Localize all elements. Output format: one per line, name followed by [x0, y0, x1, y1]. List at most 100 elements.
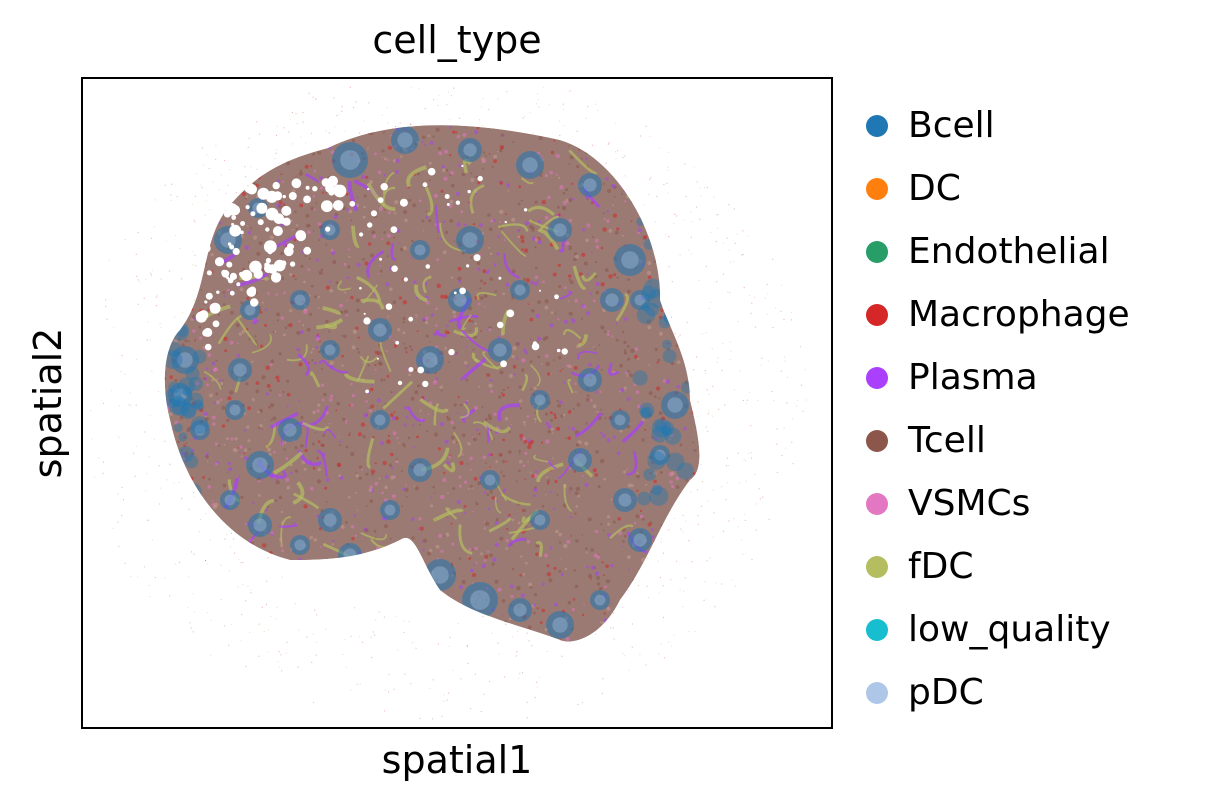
faint-cell-dot: [516, 651, 518, 653]
streak: [507, 537, 527, 548]
cell-dot: [392, 475, 396, 479]
faint-cell-dot: [607, 143, 609, 145]
cell-dot: [641, 246, 643, 248]
faint-cell-dot: [370, 636, 372, 638]
faint-cell-dot: [674, 332, 676, 334]
cell-dot: [488, 328, 492, 332]
cell-dot: [405, 484, 408, 487]
cell-dot: [510, 423, 513, 426]
cell-dot: [404, 487, 409, 492]
cell-dot: [544, 553, 549, 558]
faint-cell-dot: [192, 250, 194, 252]
cell-dot: [194, 339, 197, 342]
cell-dot: [181, 452, 185, 456]
cell-dot: [358, 465, 363, 469]
cell-dot: [475, 192, 477, 195]
cell-dot: [602, 212, 605, 215]
cell-dot: [432, 381, 438, 386]
faint-cell-dot: [235, 192, 237, 194]
cell-dot: [243, 452, 246, 454]
gap: [504, 220, 507, 224]
bcell-follicle: [391, 126, 419, 154]
streak: [414, 284, 428, 303]
streak: [310, 371, 321, 388]
cell-dot: [508, 373, 513, 378]
cell-dot: [585, 551, 588, 554]
faint-cell-dot: [153, 226, 155, 228]
faint-cell-dot: [536, 687, 538, 689]
faint-cell-dot: [802, 410, 804, 412]
cell-dot: [346, 208, 350, 212]
cell-dot: [244, 245, 249, 250]
cell-dot: [314, 295, 317, 299]
faint-cell-dot: [441, 715, 443, 717]
cell-dot: [352, 329, 357, 334]
cell-dot: [398, 296, 403, 300]
cell-dot: [315, 345, 319, 349]
cell-dot: [393, 411, 396, 414]
bcell-follicle-center: [224, 494, 236, 506]
cell-dot: [217, 313, 221, 316]
cell-dot: [616, 227, 620, 231]
cell-dot: [625, 371, 628, 374]
cell-dot: [557, 205, 560, 209]
cell-dot: [533, 386, 537, 390]
faint-cell-dot: [292, 143, 294, 145]
cell-dot: [316, 337, 321, 341]
cell-dot: [450, 183, 455, 188]
legend-label: Macrophage: [908, 293, 1130, 335]
faint-cell-dot: [561, 655, 563, 657]
faint-cell-dot: [362, 641, 364, 644]
cell-dot: [222, 379, 225, 382]
tissue-section: [164, 125, 700, 642]
faint-cell-dot: [117, 521, 119, 523]
cell-dot: [555, 529, 559, 534]
tissue-base: [164, 125, 700, 642]
faint-cell-dot: [429, 687, 431, 689]
cell-dot: [456, 412, 459, 415]
cell-dot: [495, 518, 499, 522]
cell-dot: [339, 303, 344, 308]
faint-cell-dot: [267, 557, 269, 559]
faint-cell-dot: [691, 220, 693, 223]
faint-cell-dot: [622, 606, 624, 608]
cell-dot: [555, 153, 560, 159]
faint-cell-dot: [467, 662, 469, 665]
cell-dot: [338, 474, 342, 477]
cell-dot: [596, 411, 599, 414]
faint-cell-dot: [750, 425, 752, 427]
bcell-follicle-center: [323, 513, 337, 527]
faint-cell-dot: [667, 166, 669, 168]
streak: [494, 497, 502, 514]
cell-dot: [417, 384, 421, 388]
cell-dot: [183, 454, 188, 459]
cell-dot: [222, 483, 227, 488]
faint-cell-dot: [383, 616, 385, 618]
streak: [379, 341, 392, 373]
faint-cell-dot: [705, 426, 707, 428]
bcell-follicle: [248, 513, 272, 537]
streak: [252, 318, 259, 325]
faint-cell-dot: [754, 473, 756, 476]
gap: [303, 246, 312, 255]
cell-dot: [391, 494, 396, 499]
faint-cell-dot: [717, 357, 719, 359]
cell-dot: [480, 330, 482, 332]
cell-dot: [568, 218, 573, 223]
cell-dot: [244, 456, 249, 461]
faint-cell-dot: [122, 499, 124, 501]
faint-cell-dot: [730, 261, 732, 263]
bcell-follicle-center: [340, 150, 360, 170]
cell-dot: [635, 390, 640, 394]
cell-dot: [475, 561, 478, 564]
cell-dot: [329, 398, 333, 402]
bcell-follicle: [614, 244, 646, 276]
cell-dot: [425, 215, 429, 219]
cell-dot: [354, 534, 357, 537]
cell-dot: [570, 516, 573, 519]
legend-item: Macrophage: [866, 283, 1130, 346]
cell-dot: [568, 198, 573, 203]
bcell-dot: [664, 427, 682, 445]
cell-dot: [247, 231, 251, 235]
cell-dot: [586, 311, 591, 316]
